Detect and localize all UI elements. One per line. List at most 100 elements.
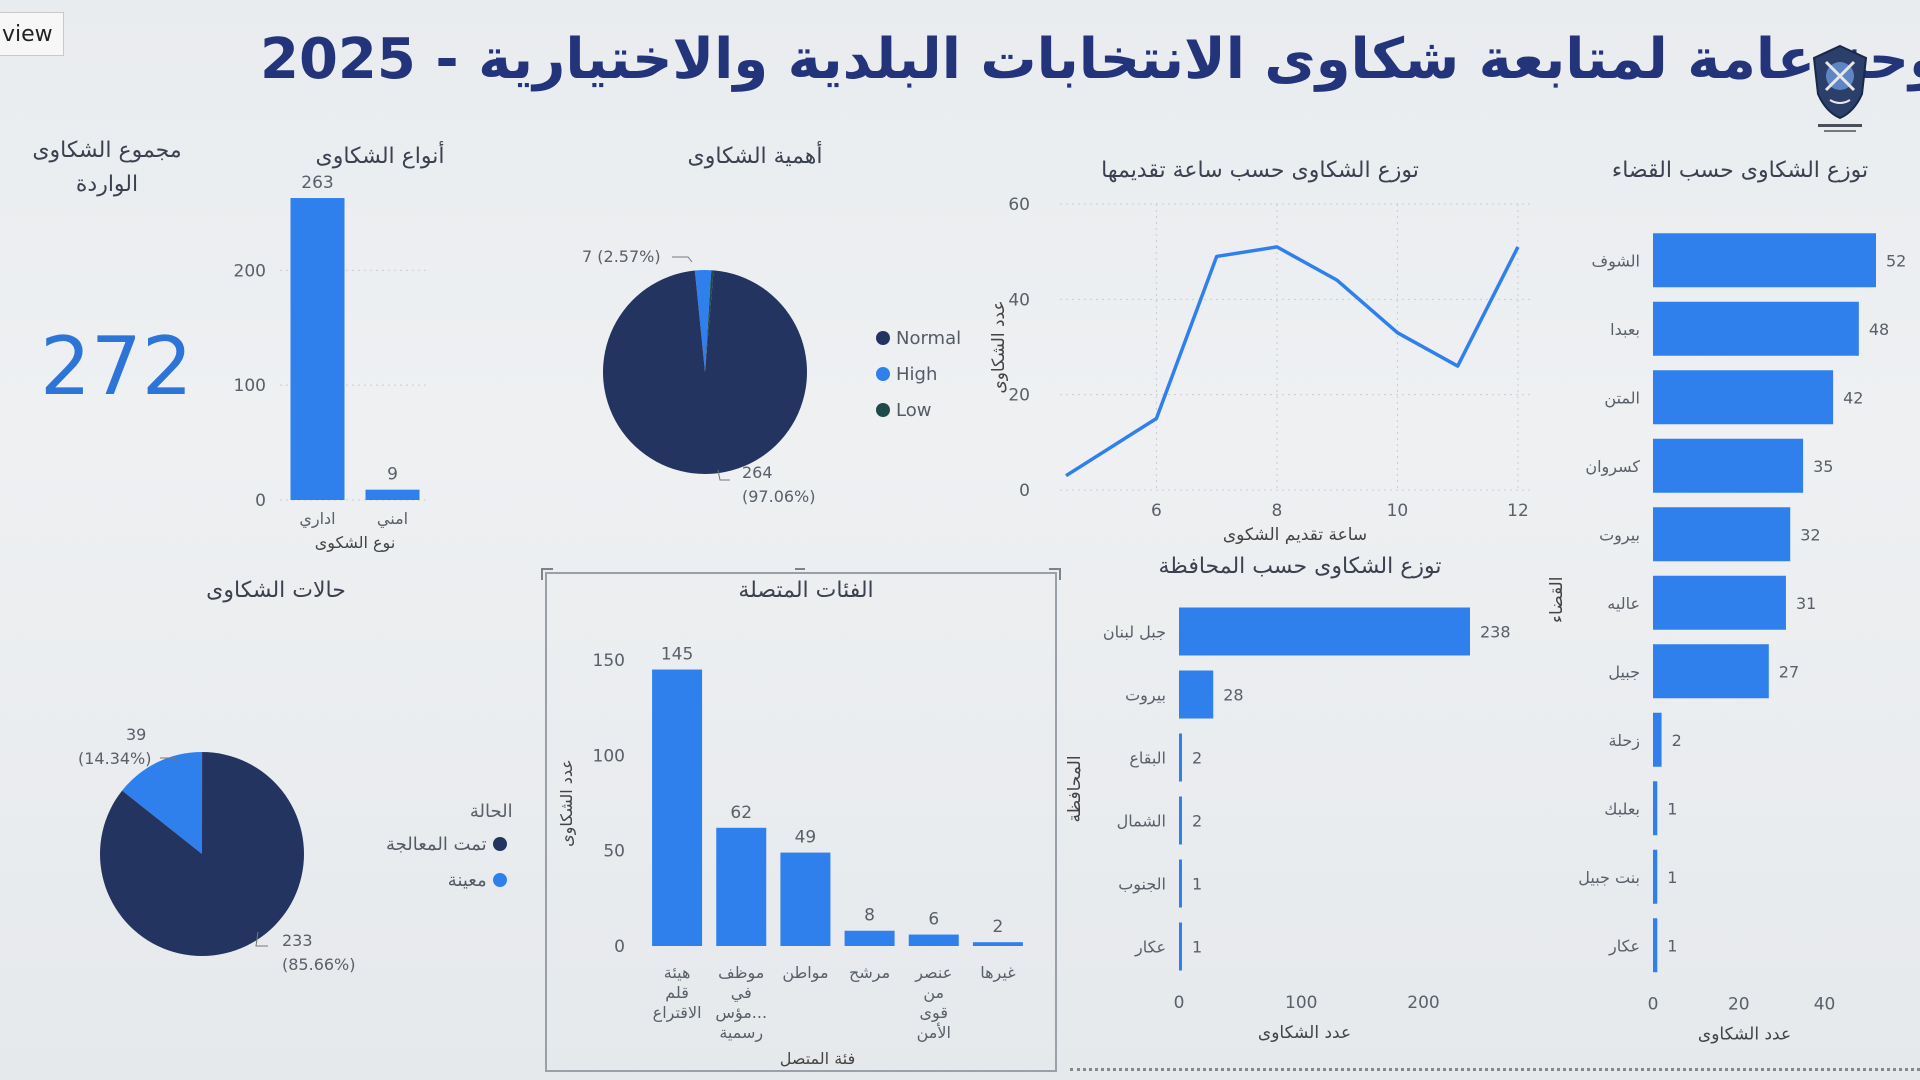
bar-data-label: 48 <box>1869 320 1889 339</box>
y-tick-label: 20 <box>1008 386 1030 406</box>
y-tick-label: المتن <box>1604 388 1640 408</box>
selected-visual-frame[interactable] <box>541 568 1061 1072</box>
y-tick-label: بعبدا <box>1610 320 1640 339</box>
bar-data-label: 1 <box>1667 799 1677 818</box>
bar <box>290 198 345 500</box>
page-title: لوحة عامة لمتابعة شكاوى الانتخابات البلد… <box>260 27 1920 92</box>
x-axis-title: نوع الشكوى <box>315 533 396 553</box>
x-tick-label: مؤس... <box>715 1003 767 1023</box>
x-tick-label: 8 <box>1272 501 1283 521</box>
district-bar-chart[interactable]: 52 الشوف 48 بعبدا 42 المتن 35 كسروان 32 بيروت 31 عا… <box>1540 220 1910 1060</box>
legend-label: معينة <box>447 869 487 891</box>
y-tick-label: بعلبك <box>1604 799 1640 818</box>
bar <box>716 827 767 946</box>
pie-data-label: 264 <box>742 463 773 482</box>
y-tick-label: البقاع <box>1129 749 1166 769</box>
y-tick-label: بنت جبيل <box>1578 868 1640 887</box>
frame-handle-top-right[interactable] <box>1049 568 1061 580</box>
pie-slice <box>705 270 714 372</box>
y-tick-label: 100 <box>593 746 625 766</box>
bar-data-label: 62 <box>730 803 752 823</box>
bar <box>1653 644 1769 699</box>
frame-handle-top-mid[interactable] <box>795 568 805 580</box>
bar-data-label: 2 <box>993 917 1004 937</box>
legend-item[interactable]: معينة <box>386 862 513 898</box>
x-tick-label: في <box>731 983 752 1003</box>
x-tick-label: مواطن <box>782 963 828 983</box>
leader-line <box>160 757 179 765</box>
x-tick-label: 0 <box>1174 993 1185 1013</box>
y-tick-label: 0 <box>1019 481 1030 501</box>
legend-item[interactable]: Low <box>876 392 961 428</box>
x-tick-label: من <box>923 983 944 1003</box>
y-tick-label: عاليه <box>1607 594 1640 613</box>
legend-dot <box>492 837 507 851</box>
governorate-bar-chart[interactable]: 238 جبل لبنان 28 بيروت 2 البقاع 2 الشمال 1 الجنوب… <box>1065 600 1540 1070</box>
y-axis-title: عدد الشكاوى <box>989 300 1009 393</box>
legend-item[interactable]: High <box>876 356 961 392</box>
bar <box>780 852 831 946</box>
types-chart-title: أنواع الشكاوى <box>315 144 445 169</box>
hourly-chart-title: توزع الشكاوى حسب ساعة تقديمها <box>1101 158 1419 183</box>
pie-data-label: 233 <box>282 931 313 950</box>
bar <box>1653 233 1876 288</box>
bar-data-label: 35 <box>1813 457 1833 476</box>
y-tick-label: 50 <box>603 842 625 862</box>
y-tick-label: زحلة <box>1609 731 1641 751</box>
legend-dot <box>876 331 890 345</box>
bar-data-label: 9 <box>387 465 398 485</box>
x-tick-label: عنصر <box>914 963 952 983</box>
bar-data-label: 52 <box>1886 251 1906 270</box>
bar <box>1653 438 1804 493</box>
y-tick-label: بيروت <box>1125 686 1166 706</box>
pie-data-label: 39 <box>126 725 146 744</box>
bar-data-label: 42 <box>1843 388 1863 407</box>
bar <box>1179 796 1182 845</box>
importance-pie-chart[interactable]: 7 (2.57%) 264 (97.06%) <box>580 240 850 520</box>
district-chart-title: توزع الشكاوى حسب القضاء <box>1611 158 1869 183</box>
y-tick-label: جبيل <box>1608 662 1640 681</box>
bar-data-label: 6 <box>928 910 939 930</box>
y-tick-label: بيروت <box>1599 525 1640 545</box>
bar-data-label: 49 <box>795 828 817 848</box>
view-tab[interactable]: view <box>0 12 64 56</box>
x-tick-label: موظف <box>718 963 764 983</box>
y-axis-title: القضاء <box>1547 577 1567 623</box>
y-tick-label: الجنوب <box>1118 875 1166 895</box>
x-axis-title: فئة المتصل <box>780 1049 856 1068</box>
x-tick-label: امني <box>377 509 408 529</box>
x-tick-label: الاقتراع <box>653 1003 702 1023</box>
bar <box>1653 575 1786 630</box>
legend-dot <box>876 403 890 417</box>
kpi-title-line2: الواردة <box>75 172 139 197</box>
x-tick-label: قلم <box>665 983 689 1002</box>
bar-data-label: 2 <box>1672 731 1682 750</box>
y-tick-label: الشوف <box>1592 251 1640 271</box>
bar <box>1653 849 1658 904</box>
pie-slice <box>603 270 807 474</box>
legend-item[interactable]: تمت المعالجة <box>386 826 513 862</box>
legend-item[interactable]: Normal <box>876 320 961 356</box>
x-tick-label: 0 <box>1648 995 1659 1015</box>
frame-handle-top-left[interactable] <box>541 568 553 580</box>
parties-chart-title: الفئات المتصلة <box>738 578 874 603</box>
leader-line <box>255 931 268 947</box>
x-axis-title: ساعة تقديم الشكوى <box>1223 525 1367 545</box>
leader-line <box>717 469 730 481</box>
bar <box>365 489 420 500</box>
x-axis-title: عدد الشكاوى <box>1258 1023 1351 1043</box>
importance-legend: Normal High Low <box>876 320 961 428</box>
bar <box>844 930 895 946</box>
pie-slice <box>122 752 203 854</box>
hourly-line-chart[interactable]: 0 20 40 60 6 8 10 12 ساعة تقديم الشكوى عدد الشكاو… <box>989 190 1550 550</box>
bar <box>1179 859 1182 908</box>
y-tick-label: 150 <box>593 651 625 671</box>
y-tick-label: 0 <box>614 937 625 957</box>
leader-line <box>672 256 693 263</box>
status-pie-chart[interactable]: 39 (14.34%) 233 (85.66%) <box>60 720 380 980</box>
types-bar-chart[interactable]: 0 100 200 263 اداري 9 امني نوع الشكوى <box>220 173 540 570</box>
bar-data-label: 1 <box>1667 868 1677 887</box>
bar <box>1653 781 1658 836</box>
y-tick-label: 60 <box>1008 195 1030 215</box>
